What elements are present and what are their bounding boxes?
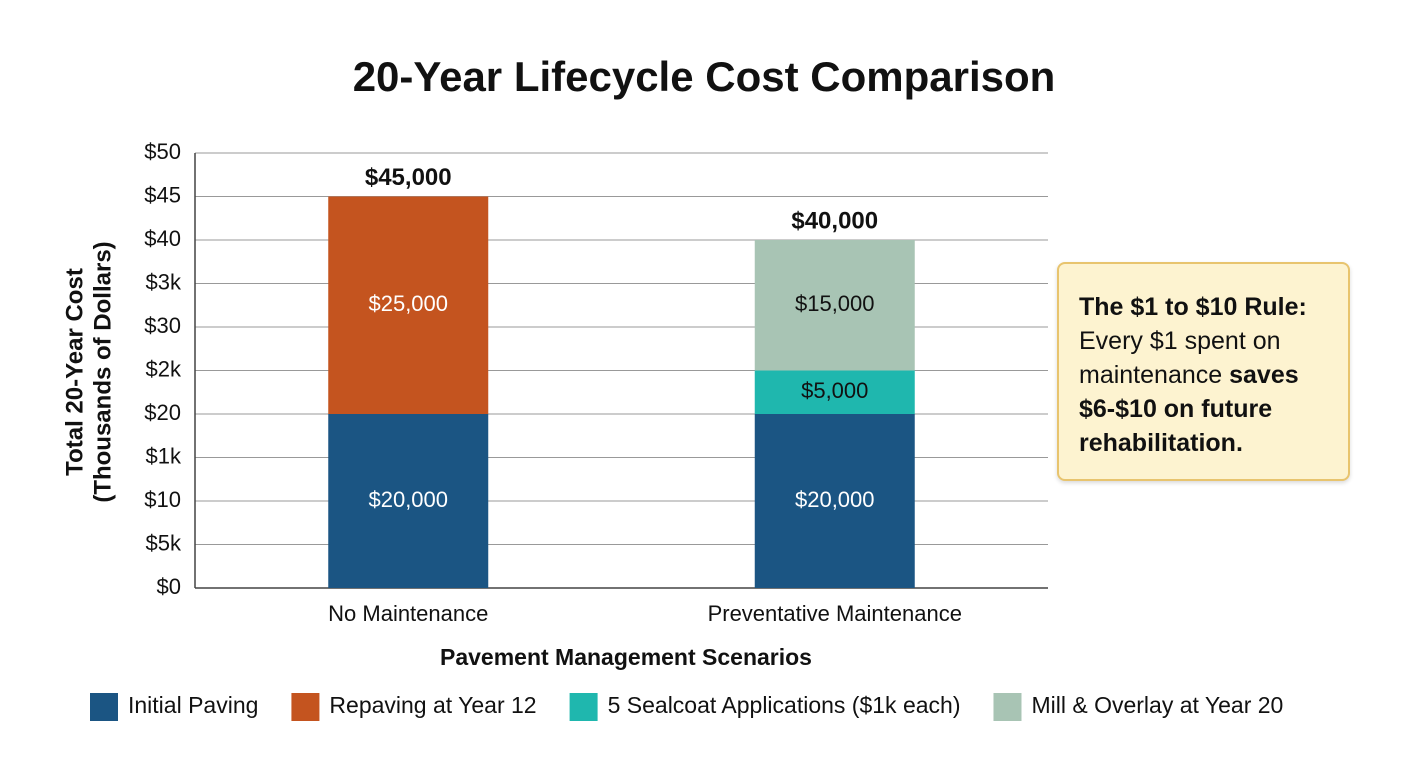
chart-title: 20-Year Lifecycle Cost Comparison bbox=[353, 53, 1056, 100]
legend-swatch bbox=[90, 693, 118, 721]
y-tick-label: $10 bbox=[144, 487, 181, 512]
legend-swatch bbox=[993, 693, 1022, 721]
y-tick-label: $30 bbox=[144, 313, 181, 338]
legend-swatch bbox=[569, 693, 598, 721]
y-tick-label: $45 bbox=[144, 182, 181, 207]
bar-segment bbox=[328, 414, 489, 588]
y-tick-label: $5k bbox=[146, 530, 182, 555]
legend-label: 5 Sealcoat Applications ($1k each) bbox=[608, 692, 961, 718]
bar-segment bbox=[754, 414, 915, 588]
data-label: $25,000 bbox=[368, 291, 448, 316]
bar-segment bbox=[754, 370, 915, 414]
y-tick-label: $20 bbox=[144, 400, 181, 425]
data-label: $15,000 bbox=[795, 291, 875, 316]
y-tick-label: $0 bbox=[157, 574, 181, 599]
y-tick-label: $1k bbox=[146, 443, 182, 468]
annotation-text: Every $1 spent on maintenance bbox=[1079, 327, 1281, 389]
x-axis-title: Pavement Management Scenarios bbox=[440, 644, 812, 670]
legend-label: Initial Paving bbox=[128, 692, 258, 718]
bar-segment bbox=[754, 240, 915, 371]
y-tick-label: $40 bbox=[144, 226, 181, 251]
legend-label: Repaving at Year 12 bbox=[329, 692, 536, 718]
annotation-text: saves $6-$10 on future rehabilitation. bbox=[1079, 361, 1299, 457]
bar-segment bbox=[328, 196, 489, 414]
legend-swatch bbox=[291, 693, 320, 721]
y-tick-label: $2k bbox=[146, 356, 182, 381]
y-axis-title: (Thousands of Dollars) bbox=[89, 241, 116, 502]
data-label: $5,000 bbox=[801, 378, 868, 403]
y-tick-label: $3k bbox=[146, 269, 182, 294]
annotation: The $1 to $10 Rule: Every $1 spent on ma… bbox=[1057, 262, 1350, 481]
annotation-text: The $1 to $10 Rule: bbox=[1079, 293, 1307, 321]
x-tick-label: No Maintenance bbox=[328, 601, 488, 626]
total-label: $45,000 bbox=[365, 164, 452, 191]
data-label: $20,000 bbox=[795, 487, 875, 512]
y-axis-title: Total 20-Year Cost bbox=[61, 268, 88, 476]
legend-label: Mill & Overlay at Year 20 bbox=[1031, 692, 1283, 718]
total-label: $40,000 bbox=[791, 207, 878, 234]
x-tick-label: Preventative Maintenance bbox=[708, 601, 962, 626]
data-label: $20,000 bbox=[368, 487, 448, 512]
y-tick-label: $50 bbox=[144, 139, 181, 164]
